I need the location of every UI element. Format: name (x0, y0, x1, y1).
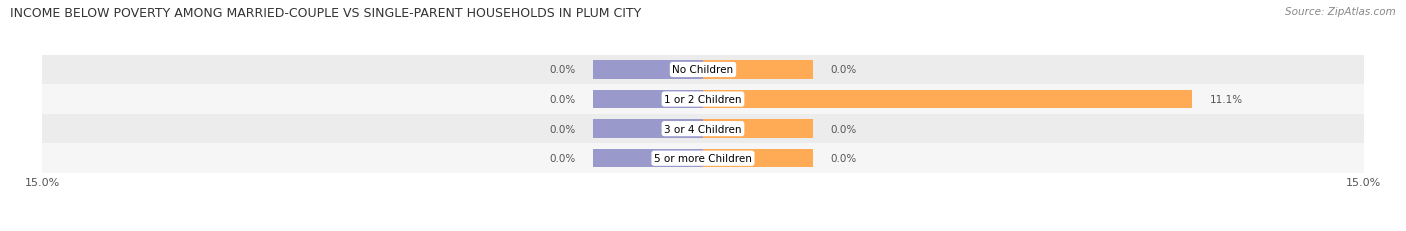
Bar (42, 114, 1364, 144)
Bar (42, 55, 1364, 85)
Bar (593, 149, 703, 168)
Bar (703, 91, 1192, 109)
Text: 0.0%: 0.0% (548, 65, 575, 75)
Text: No Children: No Children (672, 65, 734, 75)
Text: 1 or 2 Children: 1 or 2 Children (664, 95, 742, 105)
Bar (703, 61, 813, 79)
Text: 5 or more Children: 5 or more Children (654, 154, 752, 164)
Bar (593, 61, 703, 79)
Text: 0.0%: 0.0% (831, 154, 858, 164)
Text: INCOME BELOW POVERTY AMONG MARRIED-COUPLE VS SINGLE-PARENT HOUSEHOLDS IN PLUM CI: INCOME BELOW POVERTY AMONG MARRIED-COUPL… (10, 7, 641, 20)
Text: Source: ZipAtlas.com: Source: ZipAtlas.com (1285, 7, 1396, 17)
Bar (42, 85, 1364, 114)
Text: 0.0%: 0.0% (548, 124, 575, 134)
Bar (593, 120, 703, 138)
Bar (703, 120, 813, 138)
Text: 11.1%: 11.1% (1209, 95, 1243, 105)
Bar (593, 91, 703, 109)
Bar (703, 149, 813, 168)
Text: 0.0%: 0.0% (548, 154, 575, 164)
Text: 0.0%: 0.0% (831, 124, 858, 134)
Text: 3 or 4 Children: 3 or 4 Children (664, 124, 742, 134)
Text: 0.0%: 0.0% (548, 95, 575, 105)
Text: 0.0%: 0.0% (831, 65, 858, 75)
Bar (42, 144, 1364, 173)
